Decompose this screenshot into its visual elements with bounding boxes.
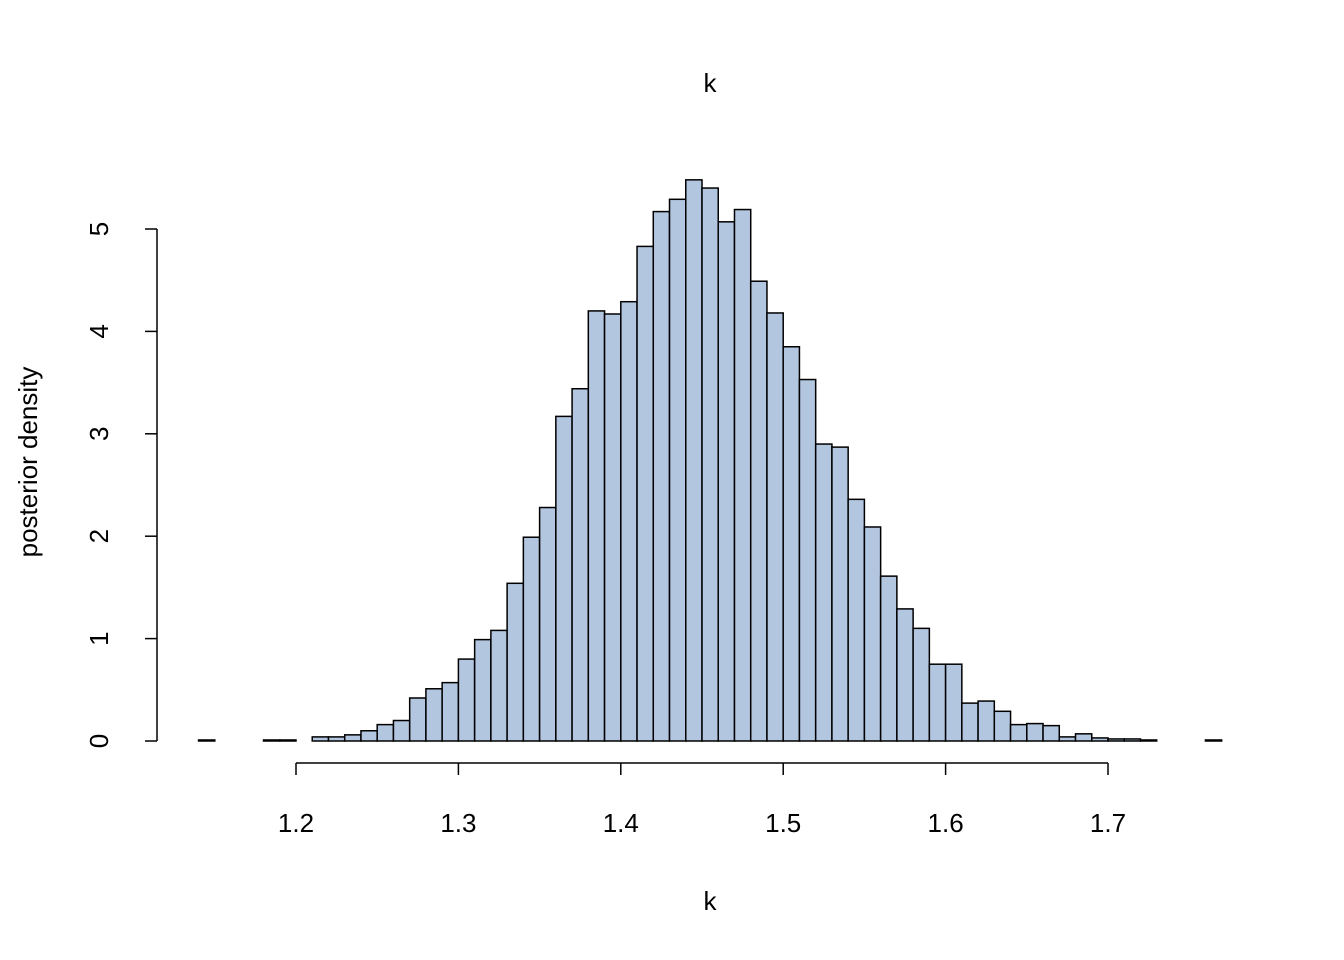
y-axis-label: posterior density	[13, 367, 43, 558]
histogram-bar	[425, 688, 443, 742]
histogram-bar	[327, 736, 346, 742]
histogram-bar	[993, 710, 1012, 742]
histogram-bar	[555, 415, 573, 742]
histogram-bar	[766, 312, 784, 742]
histogram-bar	[928, 663, 947, 742]
y-tick-label: 1	[84, 631, 114, 645]
histogram-bar	[538, 506, 557, 742]
x-tick-label: 1.4	[603, 808, 639, 838]
x-tick-label: 1.3	[440, 808, 476, 838]
y-tick-label: 2	[84, 529, 114, 543]
histogram-bar	[571, 387, 590, 742]
histogram-bar	[717, 221, 736, 742]
histogram-bar	[587, 310, 606, 742]
chart-title: k	[704, 68, 718, 98]
histogram-bar	[506, 582, 525, 742]
histogram-bar	[733, 208, 752, 742]
histogram-bar	[343, 734, 362, 742]
histogram-bar	[1042, 724, 1061, 742]
y-tick-label: 4	[84, 324, 114, 338]
histogram-bar	[912, 627, 931, 742]
histogram-bar	[1091, 737, 1109, 742]
histogram-bar	[473, 638, 492, 742]
histogram-bar	[961, 702, 979, 742]
histogram-bar	[814, 443, 833, 742]
histogram-bar	[896, 608, 914, 742]
histogram-bar	[1139, 739, 1158, 742]
histogram-bar	[636, 245, 655, 742]
histogram-bar	[522, 536, 541, 742]
histogram-bar	[197, 739, 216, 742]
histogram-bar	[652, 210, 671, 742]
y-tick-label: 5	[84, 222, 114, 236]
histogram-bar	[798, 378, 817, 742]
histogram-bar	[441, 681, 460, 742]
histogram-bar	[977, 700, 996, 742]
histogram-bar	[1026, 722, 1044, 742]
histogram-bar	[392, 719, 411, 742]
histogram-bar	[1107, 738, 1125, 742]
x-tick-label: 1.7	[1090, 808, 1126, 838]
histogram-bar	[782, 346, 801, 742]
histogram-bar	[311, 736, 330, 742]
histogram-bar	[831, 446, 849, 742]
histogram-bar	[847, 498, 866, 742]
histogram-bar	[408, 697, 427, 742]
histogram-bar	[262, 739, 281, 742]
histogram-bar	[603, 313, 622, 742]
histogram-bar	[376, 723, 395, 742]
histogram-bar	[1058, 736, 1077, 742]
histogram-bar	[1123, 738, 1142, 742]
y-tick-label: 0	[84, 734, 114, 748]
histogram-bar	[879, 575, 898, 742]
bars-group	[197, 179, 1223, 742]
histogram-bar	[668, 198, 687, 742]
x-axis-label: k	[704, 886, 718, 916]
x-tick-label: 1.5	[765, 808, 801, 838]
histogram-bar	[701, 187, 719, 742]
y-axis: 0 1 2 3 4 5	[84, 222, 158, 748]
histogram-bar	[944, 663, 963, 742]
histogram-bar	[749, 280, 768, 742]
histogram-bar	[620, 300, 638, 742]
histogram-bar	[360, 730, 378, 742]
histogram-bar	[490, 629, 508, 742]
histogram-bar	[457, 658, 476, 742]
y-tick-label: 3	[84, 427, 114, 441]
histogram-bar	[1009, 723, 1028, 742]
histogram-bar	[863, 526, 882, 742]
x-tick-label: 1.2	[278, 808, 314, 838]
histogram-bar	[685, 179, 703, 742]
histogram-bar	[279, 739, 297, 742]
histogram-bar	[1074, 733, 1093, 742]
histogram-bar	[1204, 739, 1223, 742]
x-tick-label: 1.6	[928, 808, 964, 838]
x-axis: 1.2 1.3 1.4 1.5 1.6 1.7	[278, 762, 1126, 838]
